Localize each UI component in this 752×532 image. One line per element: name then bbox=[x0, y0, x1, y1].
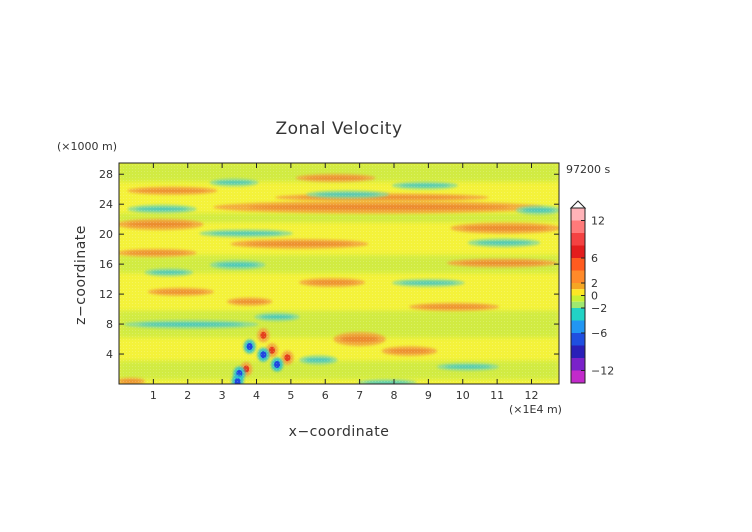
y-tick-label: 24 bbox=[99, 198, 113, 211]
y-tick-label: 28 bbox=[99, 168, 113, 181]
y-tick-label: 16 bbox=[99, 258, 113, 271]
colorbar-segment bbox=[571, 270, 585, 283]
colorbar-segment bbox=[571, 301, 585, 308]
x-tick-label: 12 bbox=[525, 389, 539, 402]
y-tick-label: 20 bbox=[99, 228, 113, 241]
colorbar-segment bbox=[571, 358, 585, 371]
x-tick-label: 3 bbox=[219, 389, 226, 402]
colorbar-segment bbox=[571, 295, 585, 302]
x-unit-label: (×1E4 m) bbox=[509, 403, 562, 416]
colorbar-segment bbox=[571, 333, 585, 346]
colorbar-extend-arrow bbox=[569, 200, 587, 209]
y-axis-title: z−coordinate bbox=[73, 225, 89, 325]
x-axis: 1 2 3 4 5 6 7 8 9 10 11 12 bbox=[150, 163, 539, 402]
x-tick-label: 8 bbox=[391, 389, 398, 402]
x-tick-label: 6 bbox=[322, 389, 329, 402]
y-tick-label: 8 bbox=[106, 318, 113, 331]
x-tick-label: 11 bbox=[490, 389, 504, 402]
y-axis: 4 8 12 16 20 24 28 bbox=[99, 168, 559, 361]
colorbar-segment bbox=[571, 258, 585, 271]
colorbar-tick-label: 12 bbox=[591, 215, 605, 228]
time-label: 97200 s bbox=[566, 163, 610, 176]
x-axis-title: x−coordinate bbox=[289, 424, 390, 440]
colorbar-tick-label: −12 bbox=[591, 365, 614, 378]
plot-frame bbox=[118, 162, 560, 385]
y-tick-label: 12 bbox=[99, 288, 113, 301]
colorbar-segment bbox=[571, 370, 585, 383]
colorbar-segment bbox=[571, 308, 585, 321]
y-unit-label: (×1000 m) bbox=[57, 140, 117, 153]
x-tick-label: 4 bbox=[253, 389, 260, 402]
colorbar-segment bbox=[571, 345, 585, 358]
colorbar-tick-label: 2 bbox=[591, 277, 598, 290]
colorbar-segment bbox=[571, 233, 585, 246]
x-tick-label: 5 bbox=[287, 389, 294, 402]
plot-texture bbox=[119, 163, 559, 384]
colorbar-tick-label: −2 bbox=[591, 302, 607, 315]
colorbar-segment bbox=[571, 208, 585, 221]
x-tick-label: 1 bbox=[150, 389, 157, 402]
plot-area bbox=[118, 162, 560, 385]
colorbar-segment bbox=[571, 283, 585, 290]
colorbar-segment bbox=[571, 245, 585, 258]
y-tick-label: 4 bbox=[106, 348, 113, 361]
colorbar-tick-label: −6 bbox=[591, 327, 607, 340]
colorbar-tick-label: 6 bbox=[591, 252, 598, 265]
colorbar-tick-label: 0 bbox=[591, 290, 598, 303]
x-tick-label: 9 bbox=[425, 389, 432, 402]
colorbar: 12 6 20−2 −6 −12 bbox=[569, 200, 614, 384]
colorbar-segment bbox=[571, 289, 585, 296]
colorbar-segment bbox=[571, 320, 585, 333]
chart-title: Zonal Velocity bbox=[275, 119, 402, 139]
x-tick-label: 10 bbox=[456, 389, 470, 402]
x-tick-label: 2 bbox=[184, 389, 191, 402]
colorbar-segment bbox=[571, 220, 585, 233]
x-tick-label: 7 bbox=[356, 389, 363, 402]
